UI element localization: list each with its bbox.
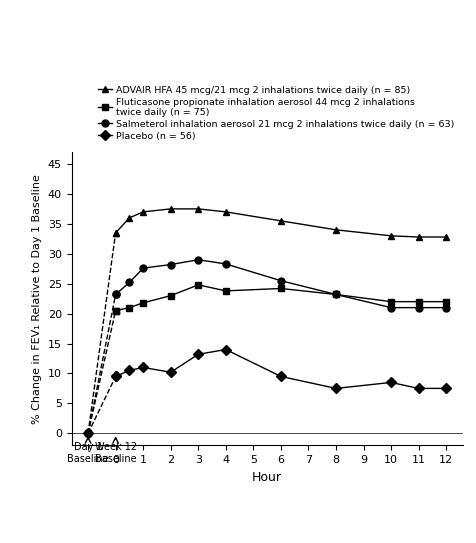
X-axis label: Hour: Hour — [252, 471, 281, 483]
Fluticasone propionate inhalation aerosol 44 mcg 2 inhalations
twice daily (n = 75) — [442, 299, 448, 305]
Salmeterol inhalation aerosol 21 mcg 2 inhalations twice daily (n = 63) — [140, 265, 146, 272]
Placebo (n = 56) — [140, 364, 146, 371]
Fluticasone propionate inhalation aerosol 44 mcg 2 inhalations
twice daily (n = 75) — [278, 285, 283, 292]
Fluticasone propionate inhalation aerosol 44 mcg 2 inhalations
twice daily (n = 75) — [126, 305, 132, 311]
ADVAIR HFA 45 mcg/21 mcg 2 inhalations twice daily (n = 85) — [278, 218, 283, 224]
ADVAIR HFA 45 mcg/21 mcg 2 inhalations twice daily (n = 85) — [168, 206, 173, 212]
ADVAIR HFA 45 mcg/21 mcg 2 inhalations twice daily (n = 85) — [112, 230, 118, 236]
Fluticasone propionate inhalation aerosol 44 mcg 2 inhalations
twice daily (n = 75) — [415, 299, 421, 305]
Placebo (n = 56) — [112, 373, 118, 380]
Placebo (n = 56) — [195, 351, 201, 357]
Placebo (n = 56) — [126, 367, 132, 374]
Line: Salmeterol inhalation aerosol 21 mcg 2 inhalations twice daily (n = 63): Salmeterol inhalation aerosol 21 mcg 2 i… — [112, 256, 449, 311]
Placebo (n = 56) — [415, 385, 421, 392]
Placebo (n = 56) — [222, 346, 228, 353]
ADVAIR HFA 45 mcg/21 mcg 2 inhalations twice daily (n = 85) — [222, 209, 228, 215]
Salmeterol inhalation aerosol 21 mcg 2 inhalations twice daily (n = 63) — [442, 305, 448, 311]
ADVAIR HFA 45 mcg/21 mcg 2 inhalations twice daily (n = 85) — [332, 226, 338, 233]
ADVAIR HFA 45 mcg/21 mcg 2 inhalations twice daily (n = 85) — [415, 233, 421, 240]
Placebo (n = 56) — [442, 385, 448, 392]
Salmeterol inhalation aerosol 21 mcg 2 inhalations twice daily (n = 63) — [112, 291, 118, 298]
Salmeterol inhalation aerosol 21 mcg 2 inhalations twice daily (n = 63) — [278, 277, 283, 284]
Salmeterol inhalation aerosol 21 mcg 2 inhalations twice daily (n = 63) — [332, 291, 338, 298]
Legend: ADVAIR HFA 45 mcg/21 mcg 2 inhalations twice daily (n = 85), Fluticasone propion: ADVAIR HFA 45 mcg/21 mcg 2 inhalations t… — [94, 82, 457, 144]
Salmeterol inhalation aerosol 21 mcg 2 inhalations twice daily (n = 63) — [126, 279, 132, 286]
Salmeterol inhalation aerosol 21 mcg 2 inhalations twice daily (n = 63) — [222, 261, 228, 267]
Placebo (n = 56) — [332, 385, 338, 392]
Text: Day 1
Baseline: Day 1 Baseline — [67, 442, 109, 464]
Fluticasone propionate inhalation aerosol 44 mcg 2 inhalations
twice daily (n = 75) — [332, 291, 338, 298]
Fluticasone propionate inhalation aerosol 44 mcg 2 inhalations
twice daily (n = 75) — [387, 299, 393, 305]
Salmeterol inhalation aerosol 21 mcg 2 inhalations twice daily (n = 63) — [195, 256, 201, 263]
ADVAIR HFA 45 mcg/21 mcg 2 inhalations twice daily (n = 85) — [140, 209, 146, 215]
Fluticasone propionate inhalation aerosol 44 mcg 2 inhalations
twice daily (n = 75) — [112, 307, 118, 314]
Fluticasone propionate inhalation aerosol 44 mcg 2 inhalations
twice daily (n = 75) — [140, 300, 146, 306]
Text: Week 12
Baseline: Week 12 Baseline — [94, 442, 137, 464]
Fluticasone propionate inhalation aerosol 44 mcg 2 inhalations
twice daily (n = 75) — [195, 282, 201, 288]
ADVAIR HFA 45 mcg/21 mcg 2 inhalations twice daily (n = 85) — [387, 232, 393, 239]
Placebo (n = 56) — [387, 379, 393, 386]
Fluticasone propionate inhalation aerosol 44 mcg 2 inhalations
twice daily (n = 75) — [222, 288, 228, 294]
Placebo (n = 56) — [168, 369, 173, 376]
Fluticasone propionate inhalation aerosol 44 mcg 2 inhalations
twice daily (n = 75) — [168, 292, 173, 299]
ADVAIR HFA 45 mcg/21 mcg 2 inhalations twice daily (n = 85) — [126, 214, 132, 221]
Line: ADVAIR HFA 45 mcg/21 mcg 2 inhalations twice daily (n = 85): ADVAIR HFA 45 mcg/21 mcg 2 inhalations t… — [112, 205, 449, 241]
Salmeterol inhalation aerosol 21 mcg 2 inhalations twice daily (n = 63) — [387, 305, 393, 311]
Line: Placebo (n = 56): Placebo (n = 56) — [112, 346, 449, 392]
Y-axis label: % Change in FEV₁ Relative to Day 1 Baseline: % Change in FEV₁ Relative to Day 1 Basel… — [32, 174, 42, 424]
Placebo (n = 56) — [278, 373, 283, 380]
Salmeterol inhalation aerosol 21 mcg 2 inhalations twice daily (n = 63) — [415, 305, 421, 311]
ADVAIR HFA 45 mcg/21 mcg 2 inhalations twice daily (n = 85) — [195, 206, 201, 212]
ADVAIR HFA 45 mcg/21 mcg 2 inhalations twice daily (n = 85) — [442, 233, 448, 240]
Line: Fluticasone propionate inhalation aerosol 44 mcg 2 inhalations
twice daily (n = 75): Fluticasone propionate inhalation aeroso… — [112, 281, 449, 314]
Salmeterol inhalation aerosol 21 mcg 2 inhalations twice daily (n = 63) — [168, 261, 173, 268]
